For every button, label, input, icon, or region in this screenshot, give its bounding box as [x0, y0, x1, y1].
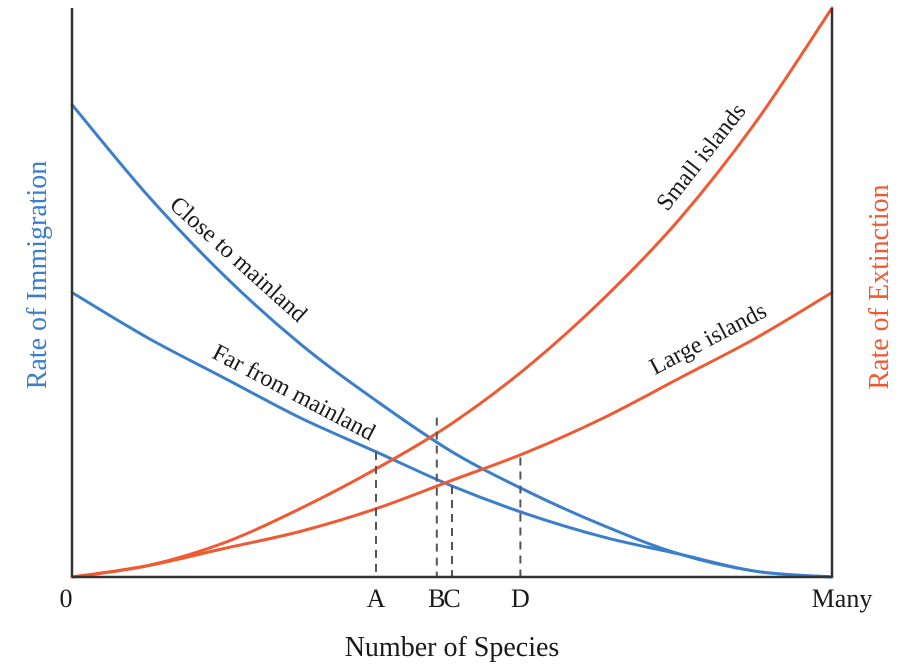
curve-label-close-to-mainland: Close to mainland — [164, 192, 311, 328]
x-tick-label-c: C — [443, 584, 460, 613]
left-axis-title: Rate of Immigration — [22, 161, 53, 390]
right-axis-title: Rate of Extinction — [864, 184, 895, 389]
curve-label-far-from-mainland: Far from mainland — [208, 340, 379, 447]
x-axis-title: Number of Species — [345, 632, 560, 663]
curve-large-islands — [70, 291, 834, 579]
x-tick-label-a: A — [367, 584, 386, 613]
curve-small-islands — [70, 6, 834, 579]
x-tick-label-b: B — [428, 584, 445, 613]
x-tick-label-many: Many — [812, 584, 873, 613]
x-tick-label-d: D — [511, 584, 530, 613]
x-tick-label-0: 0 — [60, 584, 73, 613]
curve-label-small-islands: Small islands — [651, 99, 751, 216]
